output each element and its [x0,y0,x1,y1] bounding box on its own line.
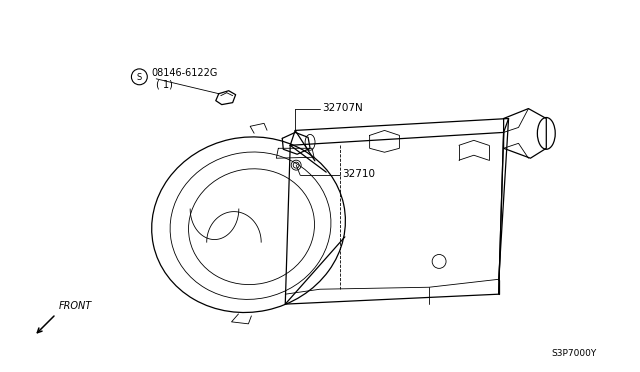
Text: 32707N: 32707N [322,103,363,113]
Text: S: S [137,73,142,82]
Text: ( 1): ( 1) [156,80,173,90]
Text: FRONT: FRONT [59,301,92,311]
Text: 08146-6122G: 08146-6122G [151,68,218,78]
Text: S3P7000Y: S3P7000Y [551,349,596,358]
Text: 32710: 32710 [342,169,375,179]
